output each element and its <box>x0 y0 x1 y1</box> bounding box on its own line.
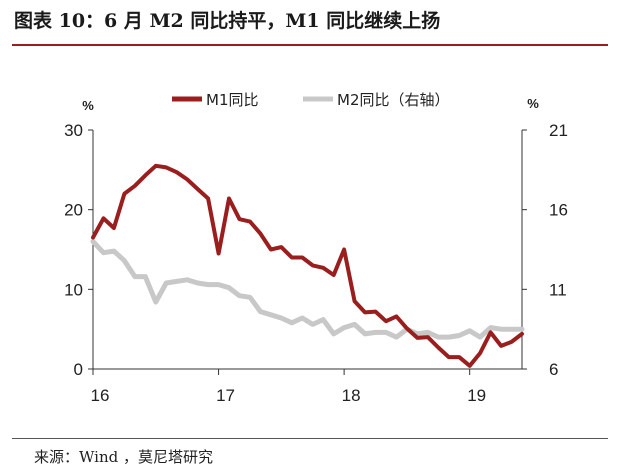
right-axis-unit: % <box>527 96 539 111</box>
series-line-m2 <box>90 239 525 340</box>
left-tick-label: 30 <box>64 121 83 140</box>
series-layer <box>90 163 525 368</box>
right-tick-label: 21 <box>549 121 568 140</box>
x-tick-label: 19 <box>467 386 486 405</box>
left-tick-label: 10 <box>64 280 83 299</box>
series-line-m1 <box>91 163 524 368</box>
right-tick-label: 11 <box>549 280 567 299</box>
left-tick-label: 20 <box>64 201 83 220</box>
source-note: 来源：Wind ，莫尼塔研究 <box>34 448 213 466</box>
legend-label-m1: M1同比 <box>206 91 259 109</box>
left-tick-label: 0 <box>74 360 83 379</box>
title-divider <box>12 44 608 46</box>
right-tick-label: 16 <box>549 201 568 220</box>
axes: 0 10 20 30 6 11 16 21% % 16 17 18 19 <box>64 96 568 405</box>
legend: M1同比 M2同比（右轴） <box>172 91 450 109</box>
legend-label-m2: M2同比（右轴） <box>337 91 450 109</box>
right-tick-label: 6 <box>549 360 558 379</box>
x-tick-label: 18 <box>342 386 361 405</box>
chart-title: 图表 10：6 月 M2 同比持平，M1 同比继续上扬 <box>14 10 441 32</box>
source-divider <box>12 438 608 439</box>
x-tick-label: 16 <box>91 386 110 405</box>
x-tick-label: 17 <box>216 386 235 405</box>
left-axis-unit: % <box>82 98 94 113</box>
